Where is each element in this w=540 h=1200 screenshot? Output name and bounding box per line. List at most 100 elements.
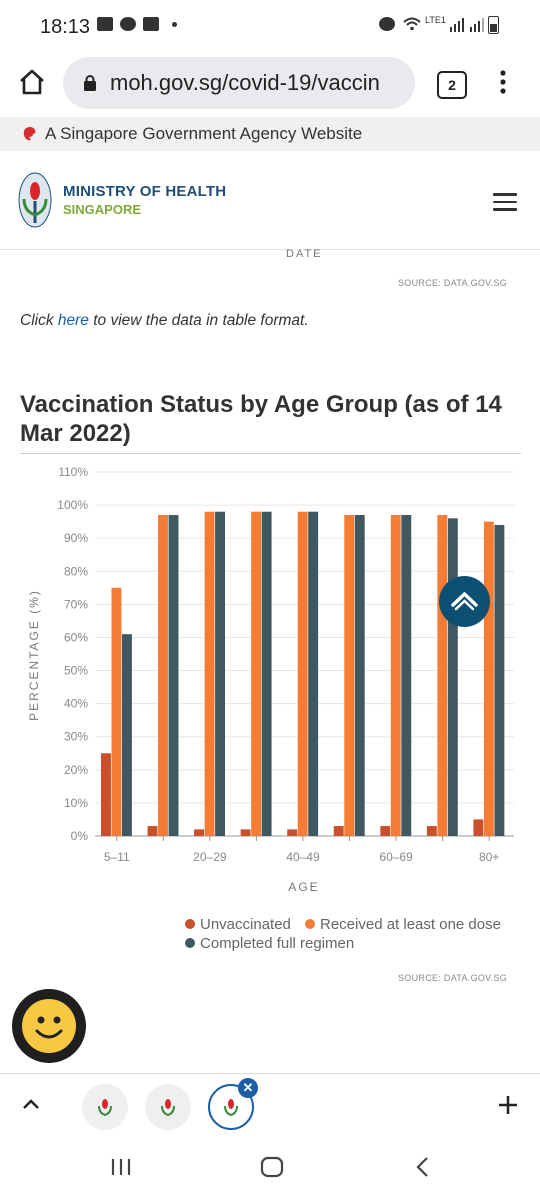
back-icon[interactable] (413, 1156, 433, 1183)
network-type: LTE1 (425, 15, 446, 25)
x-tick-label: 80+ (479, 850, 499, 864)
bar (168, 515, 179, 836)
x-tick-label: 60–69 (379, 850, 413, 864)
close-tab-icon[interactable]: ✕ (238, 1078, 258, 1098)
alarm-icon (379, 17, 395, 31)
status-bar: 18:13 LTE1 (0, 0, 540, 50)
legend-item[interactable]: Received at least one dose (305, 916, 501, 933)
moh-logo[interactable] (18, 171, 52, 234)
lion-head-icon (22, 126, 38, 147)
bar (401, 515, 412, 836)
more-menu-icon[interactable] (493, 68, 513, 98)
legend-item[interactable]: Completed full regimen (185, 935, 354, 952)
y-tick-label: 0% (71, 829, 89, 843)
bar (194, 829, 205, 836)
y-tick-label: 20% (64, 763, 88, 777)
bar (308, 511, 319, 836)
y-axis-title: PERCENTAGE (%) (27, 589, 41, 721)
gov-banner-text: A Singapore Government Agency Website (45, 124, 363, 143)
site-title: MINISTRY OF HEALTH (63, 183, 227, 200)
bar (147, 826, 158, 836)
bar (483, 521, 494, 836)
feedback-bubble[interactable] (12, 989, 86, 1063)
bar (122, 634, 132, 836)
bar (437, 515, 448, 836)
site-header: MINISTRY OF HEALTH SINGAPORE (0, 151, 540, 250)
y-tick-label: 80% (64, 564, 88, 578)
chevron-up-icon (451, 591, 478, 611)
bar (426, 826, 437, 836)
tab-thumbnail[interactable] (82, 1084, 128, 1130)
chart-title: Vaccination Status by Age Group (as of 1… (20, 391, 502, 447)
bar (447, 518, 458, 836)
hamburger-menu-icon[interactable] (493, 193, 517, 211)
tab-switcher-button[interactable]: 2 (437, 71, 467, 99)
legend-label: Received at least one dose (320, 916, 501, 933)
x-tick-label: 20–29 (193, 850, 227, 864)
system-nav-bar (0, 1137, 540, 1200)
lock-icon (83, 75, 97, 91)
legend-swatch (305, 919, 315, 929)
notification-dot-icon (172, 22, 177, 27)
whatsapp-icon (120, 17, 136, 31)
home-nav-icon[interactable] (260, 1156, 284, 1183)
table-format-note: Click here to view the data in table for… (20, 312, 309, 329)
legend-item[interactable]: Unvaccinated (185, 916, 291, 933)
x-axis-title: AGE (288, 880, 319, 894)
y-tick-label: 60% (64, 630, 88, 644)
y-tick-label: 70% (64, 597, 88, 611)
tab-thumbnail-active[interactable] (208, 1084, 254, 1130)
gov-banner: A Singapore Government Agency Website (0, 117, 540, 151)
legend-label: Unvaccinated (200, 916, 291, 933)
bar (297, 511, 308, 836)
x-tick-label: 40–49 (286, 850, 320, 864)
url-text: moh.gov.sg/covid-19/vaccin (110, 70, 380, 95)
bar (333, 826, 344, 836)
new-tab-icon[interactable] (497, 1094, 519, 1121)
chart-source: SOURCE: DATA.GOV.SG (398, 973, 508, 983)
y-tick-label: 40% (64, 697, 88, 711)
y-tick-label: 110% (58, 465, 88, 479)
bar (251, 511, 262, 836)
y-tick-label: 90% (64, 531, 88, 545)
mail-icon (143, 17, 159, 31)
legend-swatch (185, 919, 195, 929)
smiley-icon (22, 999, 76, 1053)
bar (380, 826, 391, 836)
status-time: 18:13 (40, 16, 91, 38)
signal-icon (450, 18, 486, 37)
vaccination-bar-chart: 0% 10% 20% 30% 40% 50% 60% 70% 80% 90% 100% 110% PER… (27, 465, 514, 894)
chevron-up-icon[interactable] (20, 1096, 42, 1117)
scroll-to-top-button[interactable] (439, 576, 490, 627)
y-tick-label: 100% (57, 498, 88, 512)
bar (204, 511, 215, 836)
tab-strip (0, 1073, 540, 1138)
address-bar[interactable]: moh.gov.sg/covid-19/vaccin (63, 57, 415, 109)
prev-chart-source: SOURCE: DATA.GOV.SG (398, 278, 508, 288)
bar (473, 819, 484, 836)
y-tick-label: 10% (64, 796, 88, 810)
bar (354, 515, 365, 836)
site-subtitle: SINGAPORE (63, 202, 142, 217)
home-icon[interactable] (18, 68, 46, 96)
bar (261, 511, 272, 836)
bar (287, 829, 298, 836)
wifi-icon (403, 17, 421, 31)
table-format-link[interactable]: here (57, 312, 89, 329)
bar (111, 587, 122, 836)
gallery-icon (97, 17, 113, 31)
x-tick-label: 5–11 (104, 850, 130, 864)
bar (494, 524, 505, 836)
title-divider (20, 453, 521, 454)
bar (215, 511, 226, 836)
prev-chart-xlabel: DATE (286, 248, 323, 260)
bar (344, 515, 355, 836)
bar (101, 753, 111, 836)
tab-thumbnail[interactable] (145, 1084, 191, 1130)
legend-label: Completed full regimen (200, 935, 355, 952)
y-tick-label: 50% (64, 664, 88, 678)
legend-swatch (185, 938, 195, 948)
battery-icon (488, 16, 499, 34)
bar (390, 515, 401, 836)
recent-apps-icon[interactable] (110, 1157, 132, 1182)
